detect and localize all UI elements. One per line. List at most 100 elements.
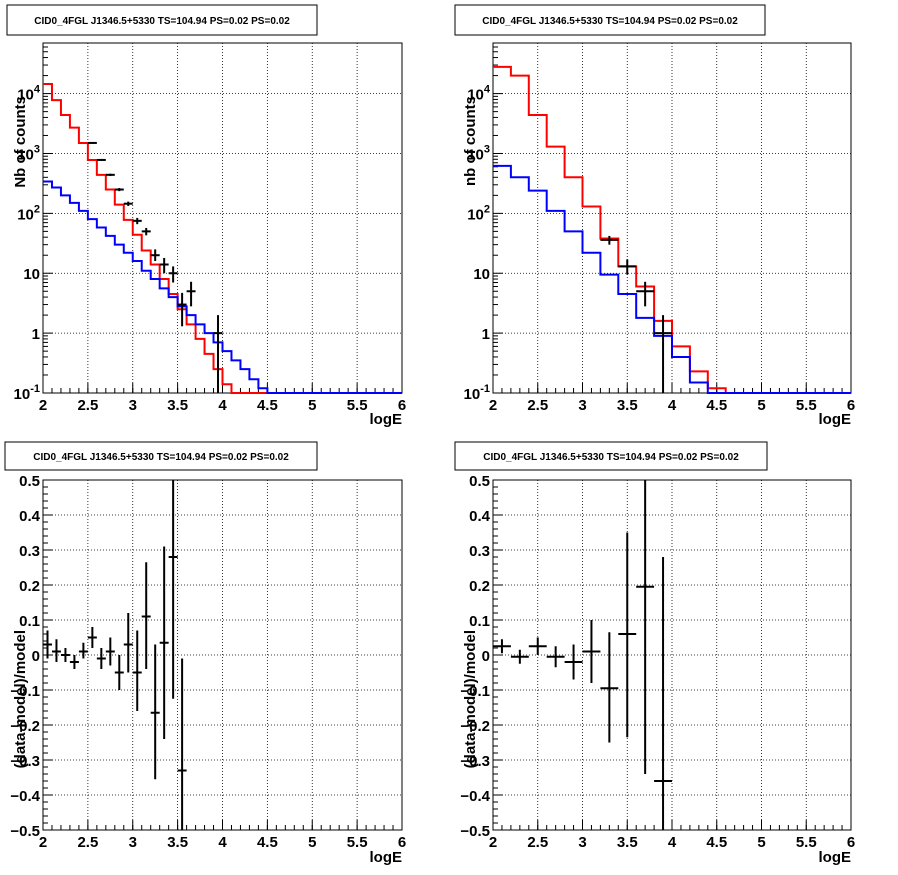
title-box [454,441,768,471]
y-tick-label: 0.4 [469,508,491,525]
data-point [493,639,511,654]
y-tick-label: 0.2 [469,578,490,595]
y-tick-label: −0.1 [10,683,40,700]
y-tick-label: 104 [467,84,491,104]
x-tick-label: 5 [308,397,316,414]
data-point [528,637,547,655]
residuals-bottom-right-panel: CID0_4FGL J1346.5+5330 TS=104.94 PS=0.02… [454,441,855,866]
data-point [564,644,583,680]
y-tick-label: 10-1 [14,383,40,403]
data-point [600,632,619,743]
y-tick-label: −0.4 [460,788,490,805]
data-point [132,217,142,225]
x-tick-label: 4 [218,397,227,414]
data-point [60,648,70,662]
data-point [43,630,52,659]
data-point [132,630,142,711]
x-tick-label: 3.5 [167,397,188,414]
x-tick-label: 5.5 [796,397,817,414]
data-point [141,562,151,669]
y-tick-label: −0.1 [460,683,490,700]
data-point [141,227,151,236]
data-point [510,649,529,664]
y-tick-label: −0.3 [10,753,40,770]
data-point [159,257,169,274]
x-tick-label: 5 [308,834,316,851]
y-tick-label: −0.5 [460,823,490,840]
data-point [51,639,61,662]
data-point [177,658,187,830]
y-tick-label: 0.3 [19,543,40,560]
y-tick-label: 0 [482,648,490,665]
title-box [4,441,318,471]
x-tick-label: 3.5 [617,834,638,851]
residuals-bottom-left-panel: CID0_4FGL J1346.5+5330 TS=104.94 PS=0.02… [4,441,406,866]
y-tick-label: 0.5 [19,473,40,490]
x-tick-label: 2.5 [77,397,98,414]
chart-title: CID0_4FGL J1346.5+5330 TS=104.94 PS=0.02… [483,452,739,463]
data-point [213,315,223,393]
chart-title: CID0_4FGL J1346.5+5330 TS=104.94 PS=0.02… [482,16,738,27]
x-tick-label: 6 [847,397,855,414]
x-tick-label: 4.5 [706,834,727,851]
y-tick-label: 0.4 [19,508,41,525]
x-tick-label: 4.5 [706,397,727,414]
data-point [168,480,178,699]
y-tick-label: −0.4 [10,788,40,805]
data-point [105,173,115,177]
counts-top-right-panel: CID0_4FGL J1346.5+5330 TS=104.94 PS=0.02… [454,4,855,428]
data-point [123,201,133,206]
x-tick-label: 2 [39,397,47,414]
x-tick-label: 3 [129,834,137,851]
data-point [96,648,106,669]
x-tick-label: 6 [847,834,855,851]
data-point [159,546,169,739]
y-tick-label: 1 [482,326,490,343]
x-tick-label: 5.5 [347,397,368,414]
y-tick-label: −0.2 [460,718,490,735]
x-axis-label: logE [370,411,403,428]
x-tick-label: 2 [489,834,497,851]
histogram-series-2 [493,164,851,394]
x-axis-label: logE [370,849,403,866]
y-tick-label: 103 [467,143,490,163]
y-tick-label: −0.2 [10,718,40,735]
data-point [150,249,160,262]
x-tick-label: 3 [129,397,137,414]
data-point [636,281,655,307]
y-tick-label: −0.3 [460,753,490,770]
data-point [114,655,124,690]
x-tick-label: 5 [757,397,765,414]
x-tick-label: 2.5 [77,834,98,851]
x-tick-label: 4.5 [257,834,278,851]
chart-title: CID0_4FGL J1346.5+5330 TS=104.94 PS=0.02… [34,16,290,27]
x-tick-label: 2.5 [527,397,548,414]
x-tick-label: 4.5 [257,397,278,414]
y-tick-label: 0.5 [469,473,490,490]
data-point [114,188,124,192]
y-axis-label: Nb of counts [12,96,29,188]
counts-top-left-panel: CID0_4FGL J1346.5+5330 TS=104.94 PS=0.02… [6,4,406,428]
x-tick-label: 4 [668,834,677,851]
y-tick-label: 102 [467,203,490,223]
y-tick-label: 0 [32,648,40,665]
y-tick-label: 102 [17,203,40,223]
data-point [123,613,133,673]
title-box [454,4,766,36]
y-tick-label: 10 [23,266,40,283]
x-tick-label: 2 [39,834,47,851]
y-tick-label: 104 [17,84,41,104]
y-axis-label: (data-model)/model [462,630,479,768]
data-point [654,557,672,830]
x-tick-label: 2.5 [527,834,548,851]
x-tick-label: 6 [398,397,406,414]
x-tick-label: 3.5 [167,834,188,851]
y-axis-label: nb of counts [462,96,479,186]
data-point [582,620,601,683]
data-point [186,281,196,307]
data-point [78,642,88,659]
y-tick-label: 0.3 [469,543,490,560]
y-tick-label: 10-1 [464,383,490,403]
data-point [87,141,97,144]
